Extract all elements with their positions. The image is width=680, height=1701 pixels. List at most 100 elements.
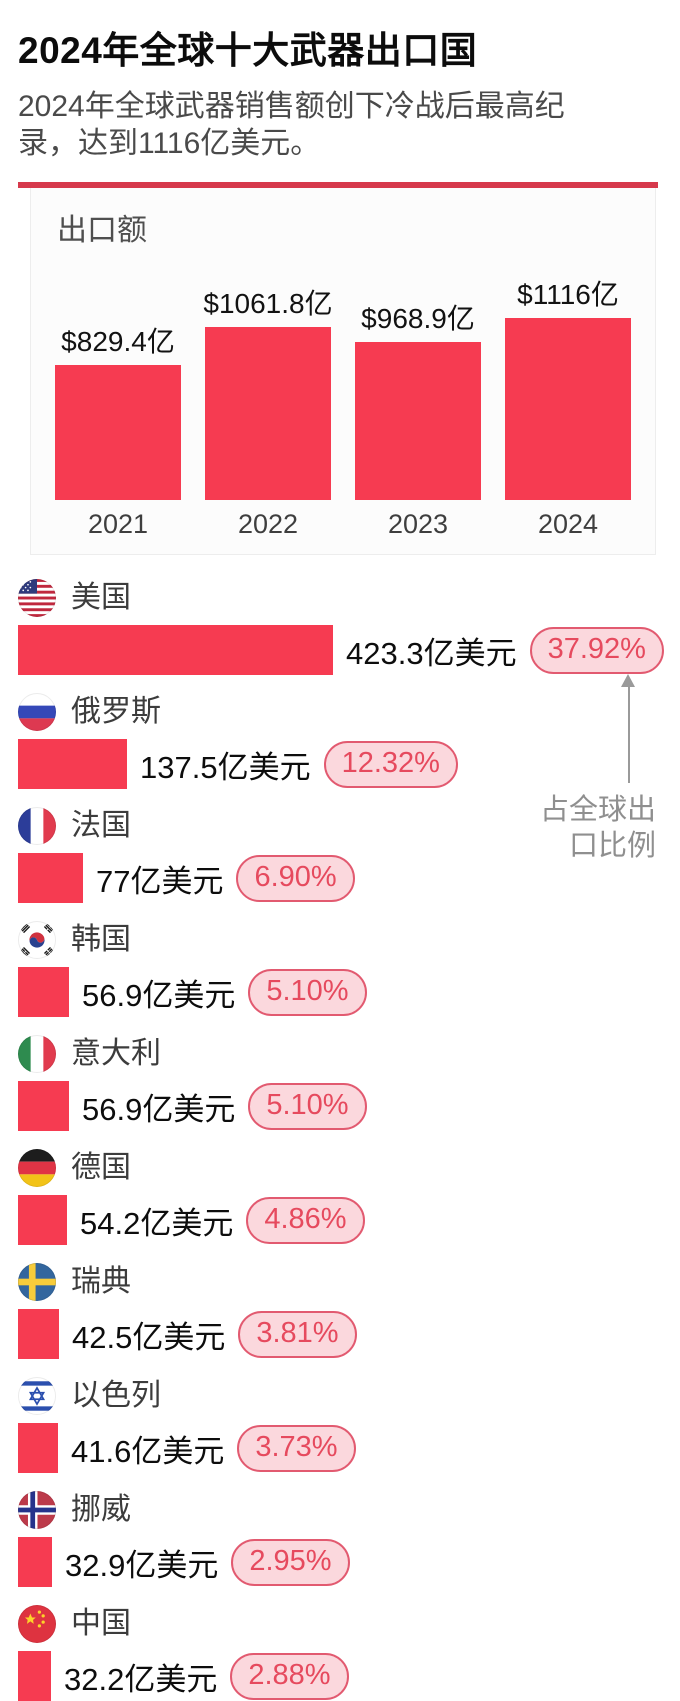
annotation-line-2: 口比例 <box>568 830 656 863</box>
country-row: 美国 423.3亿美元 37.92% <box>18 579 664 676</box>
country-name: 俄罗斯 <box>71 695 161 729</box>
year-bar <box>55 364 181 500</box>
country-export-value: 54.2亿美元 <box>80 1205 234 1241</box>
country-export-value: 56.9亿美元 <box>82 977 236 1013</box>
share-badge: 6.90% <box>236 854 355 902</box>
country-row: 韩国 56.9亿美元 5.10% <box>18 921 662 1018</box>
country-row-head: 瑞典 <box>18 1263 662 1302</box>
chart-x-axis: 2021 2022 2023 2024 <box>55 508 631 540</box>
country-export-value: 137.5亿美元 <box>140 749 311 785</box>
country-name: 韩国 <box>71 923 131 957</box>
arrow-up-icon <box>622 674 634 784</box>
share-badge: 2.88% <box>230 1652 349 1700</box>
country-export-bar <box>18 1081 69 1132</box>
flag-us-icon <box>18 579 56 618</box>
export-trend-chart-card: 出口额 $829.4亿 $1061.8亿 $968.9亿 $1116亿 2021… <box>30 188 656 556</box>
country-row-body: 137.5亿美元 12.32% <box>18 739 662 790</box>
country-row-head: 美国 <box>18 579 662 618</box>
country-row-body: 56.9亿美元 5.10% <box>18 1081 662 1132</box>
header: 2024年全球十大武器出口国 2024年全球武器销售额创下冷战后最高纪录，达到1… <box>0 0 680 162</box>
country-row-head: 俄罗斯 <box>18 693 662 732</box>
country-row-body: 32.2亿美元 2.88% <box>18 1651 662 1701</box>
country-name: 意大利 <box>71 1037 161 1071</box>
share-badge: 3.73% <box>237 1424 356 1472</box>
country-row: 法国 77亿美元 6.90% <box>18 807 662 904</box>
country-export-bar <box>18 625 333 676</box>
country-export-bar <box>18 1195 67 1246</box>
country-export-bar <box>18 1309 59 1360</box>
country-export-value: 77亿美元 <box>96 863 224 899</box>
country-export-value: 41.6亿美元 <box>71 1433 225 1469</box>
year-bar <box>355 341 481 500</box>
country-row-body: 77亿美元 6.90% <box>18 853 662 904</box>
bar-value-label: $1061.8亿 <box>203 288 333 320</box>
chart-plot: $829.4亿 $1061.8亿 $968.9亿 $1116亿 <box>55 276 631 500</box>
country-row: 中国 32.2亿美元 2.88% <box>18 1605 662 1701</box>
year-bar <box>205 326 331 500</box>
country-name: 中国 <box>71 1607 131 1641</box>
year-bar-column: $1116亿 <box>505 278 631 500</box>
share-badge: 4.86% <box>246 1196 365 1244</box>
country-row: 意大利 56.9亿美元 5.10% <box>18 1035 662 1132</box>
country-list: 美国 423.3亿美元 37.92% 俄罗斯 137.5亿美元 12.32% 法… <box>0 555 680 1701</box>
flag-se-icon <box>18 1263 56 1302</box>
year-axis-label: 2021 <box>87 508 149 539</box>
country-row-head: 意大利 <box>18 1035 662 1074</box>
share-badge: 3.81% <box>238 1310 357 1358</box>
country-row-body: 54.2亿美元 4.86% <box>18 1195 662 1246</box>
share-badge: 5.10% <box>248 968 367 1016</box>
flag-kr-icon <box>18 921 56 960</box>
country-export-bar <box>18 1423 58 1474</box>
country-export-value: 42.5亿美元 <box>72 1319 226 1355</box>
country-row-body: 32.9亿美元 2.95% <box>18 1537 662 1588</box>
annotation-line-1: 占全球出 <box>539 794 656 827</box>
share-badge: 2.95% <box>231 1538 350 1586</box>
country-name: 德国 <box>71 1151 131 1185</box>
country-row-head: 挪威 <box>18 1491 662 1530</box>
page-subtitle: 2024年全球武器销售额创下冷战后最高纪录，达到1116亿美元。 <box>18 90 565 161</box>
country-row-head: 法国 <box>18 807 662 846</box>
country-export-bar <box>18 967 69 1018</box>
country-name: 以色列 <box>71 1379 161 1413</box>
country-name: 美国 <box>71 581 131 615</box>
country-row-body: 56.9亿美元 5.10% <box>18 967 662 1018</box>
country-row: 俄罗斯 137.5亿美元 12.32% <box>18 693 662 790</box>
country-export-bar <box>18 739 127 790</box>
year-bar <box>505 317 631 500</box>
country-name: 挪威 <box>71 1493 131 1527</box>
country-export-value: 56.9亿美元 <box>82 1091 236 1127</box>
year-axis-label: 2022 <box>237 508 299 539</box>
divider-rule <box>18 182 658 189</box>
country-row-body: 42.5亿美元 3.81% <box>18 1309 662 1360</box>
flag-de-icon <box>18 1149 56 1188</box>
country-row-head: 德国 <box>18 1149 662 1188</box>
country-row-head: 中国 <box>18 1605 662 1644</box>
country-name: 瑞典 <box>71 1265 131 1299</box>
share-annotation: 占全球出 口比例 <box>486 674 656 865</box>
flag-cn-icon <box>18 1605 56 1644</box>
country-row-head: 以色列 <box>18 1377 662 1416</box>
year-axis-label: 2024 <box>537 508 599 539</box>
country-row-body: 41.6亿美元 3.73% <box>18 1423 662 1474</box>
country-export-value: 32.2亿美元 <box>64 1661 218 1697</box>
country-row: 以色列 41.6亿美元 3.73% <box>18 1377 662 1474</box>
year-bar-column: $968.9亿 <box>355 302 481 500</box>
bar-value-label: $968.9亿 <box>361 303 475 335</box>
year-bar-column: $1061.8亿 <box>203 287 333 500</box>
country-export-bar <box>18 1537 52 1588</box>
share-badge: 12.32% <box>323 740 458 788</box>
country-name: 法国 <box>71 809 131 843</box>
country-export-bar <box>18 853 83 904</box>
year-bar-column: $829.4亿 <box>55 325 181 500</box>
country-row: 瑞典 42.5亿美元 3.81% <box>18 1263 662 1360</box>
share-badge: 5.10% <box>248 1082 367 1130</box>
country-row-head: 韩国 <box>18 921 662 960</box>
bar-value-label: $829.4亿 <box>61 326 175 358</box>
chart-title: 出口额 <box>57 214 147 248</box>
country-row: 德国 54.2亿美元 4.86% <box>18 1149 662 1246</box>
flag-it-icon <box>18 1035 56 1074</box>
share-badge: 37.92% <box>529 626 664 674</box>
country-row-body: 423.3亿美元 37.92% <box>18 625 664 676</box>
page-title: 2024年全球十大武器出口国 <box>18 30 478 71</box>
flag-fr-icon <box>18 807 56 846</box>
